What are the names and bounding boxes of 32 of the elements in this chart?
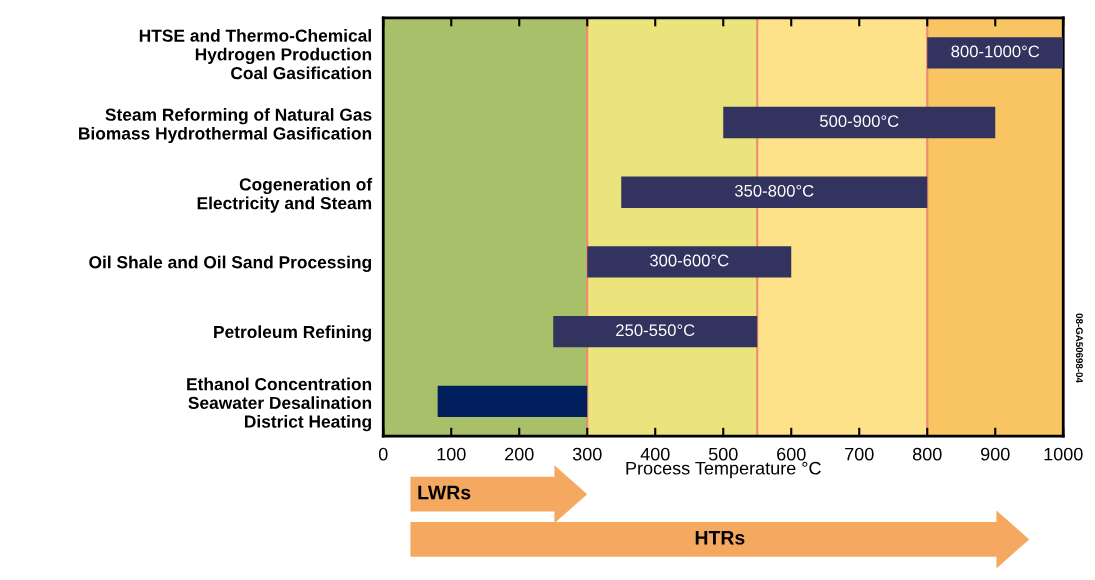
- y-tick-label: Cogeneration of Electricity and Steam: [197, 177, 373, 213]
- x-axis-title: Process Temperature °C: [626, 461, 821, 479]
- y-tick-label: HTSE and Thermo-Chemical Hydrogen Production Coal Gasification: [139, 29, 372, 80]
- data-label: 800-1000°C: [951, 45, 1040, 58]
- data-label: 350-800°C: [734, 184, 814, 197]
- bar: [621, 176, 928, 208]
- x-tick-label: 100: [437, 447, 466, 461]
- y-tick-label: Petroleum Refining: [214, 325, 371, 342]
- bar: [553, 315, 758, 348]
- bar: [927, 37, 1064, 69]
- x-tick-label: 700: [845, 447, 874, 461]
- bar: [437, 385, 588, 417]
- x-tick-label: 800: [912, 447, 942, 461]
- data-label: 500-900°C: [819, 115, 899, 127]
- x-tick-label: 400: [640, 447, 670, 461]
- x-tick-label: 1000: [1044, 447, 1083, 461]
- x-tick-label: 500: [708, 447, 738, 461]
- data-label: 250-550°C: [616, 324, 695, 337]
- x-tick-label: 200: [505, 447, 534, 461]
- text: LWRs: [418, 485, 471, 500]
- bar: [723, 106, 996, 139]
- x-tick-label: 900: [981, 447, 1010, 461]
- text: 08-GA50698-04: [1075, 313, 1083, 383]
- y-tick-label: Steam Reforming of Natural Gas Biomass Hydrothermal Gasification: [79, 108, 372, 144]
- x-tick-label: 0: [378, 447, 388, 461]
- y-tick-label: Ethanol Concentration Seawater Desalination District Heating: [187, 377, 372, 432]
- x-tick-label: 300: [572, 447, 602, 461]
- x-tick-label: 600: [777, 447, 806, 461]
- y-tick-label: Oil Shale and Oil Sand Processing: [89, 255, 371, 272]
- text: HTRs: [695, 531, 745, 545]
- data-label: 300-600°C: [649, 254, 729, 267]
- bar: [587, 246, 792, 278]
